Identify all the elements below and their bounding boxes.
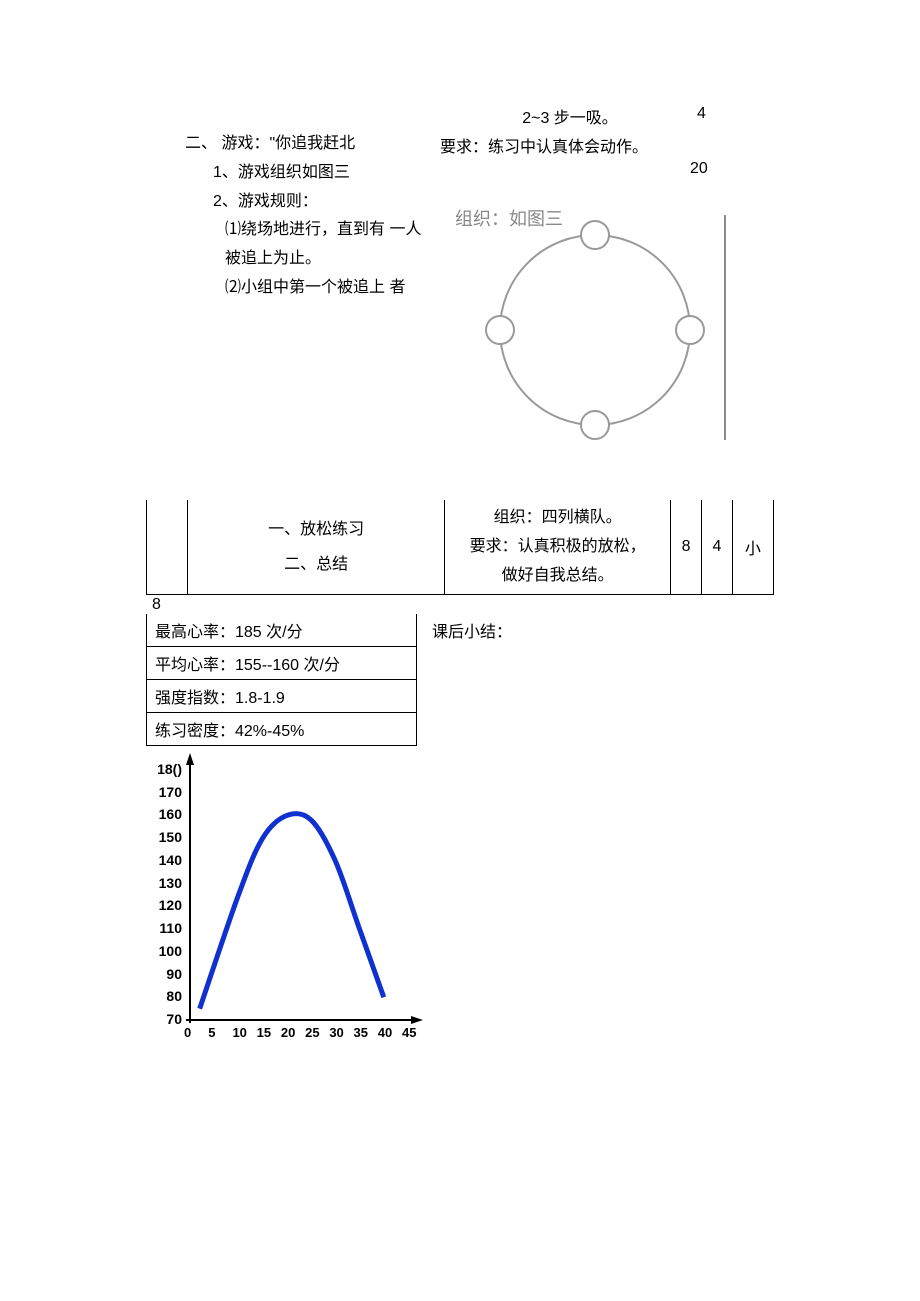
row-number-8: 8 [152, 596, 161, 614]
small-circle-left [486, 316, 514, 344]
y-tick-label: 170 [152, 784, 182, 800]
x-tick-label: 5 [208, 1025, 215, 1040]
game-org: 1、游戏组织如图三 [185, 159, 425, 188]
y-tick-label: 150 [152, 829, 182, 845]
number-20: 20 [690, 160, 708, 178]
max-heart-rate: 最高心率：185 次/分 [147, 614, 417, 647]
y-axis-arrow [186, 753, 194, 765]
table-row: 最高心率：185 次/分 [147, 614, 417, 647]
org-requirement: 要求：认真积极的放松， [451, 533, 664, 562]
table-row: 强度指数：1.8-1.9 [147, 680, 417, 713]
small-circle-bottom [581, 411, 609, 439]
chart-svg [148, 725, 428, 1055]
mid-table: 一、放松练习 二、总结 组织：四列横队。 要求：认真积极的放松， 做好自我总结。… [146, 500, 774, 595]
breathing-note: 2~3 步一吸。 [440, 105, 700, 134]
requirement-text: 要求：练习中认真体会动作。 [440, 134, 700, 163]
x-tick-label: 0 [184, 1025, 191, 1040]
y-tick-label: 100 [152, 943, 182, 959]
summary-label: 二、总结 [194, 547, 438, 582]
table-row: 平均心率：155--160 次/分 [147, 647, 417, 680]
x-tick-label: 15 [257, 1025, 271, 1040]
x-tick-label: 35 [354, 1025, 368, 1040]
game-rules-label: 2、游戏规则： [185, 188, 425, 217]
y-tick-label: 120 [152, 897, 182, 913]
y-tick-label: 90 [152, 966, 182, 982]
game-title: 二、 游戏："你追我赶北 [185, 130, 425, 159]
org-self-summary: 做好自我总结。 [451, 562, 664, 591]
col-size-small: 小 [732, 500, 773, 595]
heart-rate-chart: 18() 170 160 150 140 130 120 110 100 90 80 70 0 5 10 1… [148, 725, 428, 1055]
y-tick-label: 70 [152, 1011, 182, 1027]
relax-practice: 一、放松练习 [194, 512, 438, 547]
x-tick-label: 10 [232, 1025, 246, 1040]
org-formation: 组织：四列横队。 [451, 504, 664, 533]
table-row: 一、放松练习 二、总结 组织：四列横队。 要求：认真积极的放松， 做好自我总结。… [147, 500, 774, 595]
col-num-8: 8 [671, 500, 702, 595]
y-tick-label: 110 [152, 920, 182, 936]
y-tick-label: 18() [152, 761, 182, 777]
upper-right-text: 2~3 步一吸。 要求：练习中认真体会动作。 [440, 105, 700, 163]
col-num-4: 4 [702, 500, 733, 595]
heart-rate-curve [200, 814, 384, 1009]
small-circle-right [676, 316, 704, 344]
intensity-index: 强度指数：1.8-1.9 [147, 680, 417, 713]
x-tick-label: 20 [281, 1025, 295, 1040]
small-circle-top [581, 221, 609, 249]
col-index [147, 500, 188, 595]
x-tick-label: 30 [329, 1025, 343, 1040]
y-tick-label: 140 [152, 852, 182, 868]
circle-diagram-svg [455, 205, 745, 445]
post-class-summary-label: 课后小结： [432, 618, 512, 642]
y-tick-label: 160 [152, 806, 182, 822]
circle-diagram: 组织：如图三 [455, 205, 745, 445]
col-content: 一、放松练习 二、总结 [188, 500, 445, 595]
x-tick-label: 45 [402, 1025, 416, 1040]
x-axis-arrow [411, 1016, 423, 1024]
diagram-label: 组织：如图三 [455, 205, 563, 231]
y-tick-label: 130 [152, 875, 182, 891]
upper-left-text: 二、 游戏："你追我赶北 1、游戏组织如图三 2、游戏规则： ⑴绕场地进行，直到… [185, 130, 425, 303]
rule-2: ⑵小组中第一个被追上 者 [185, 274, 425, 303]
avg-heart-rate: 平均心率：155--160 次/分 [147, 647, 417, 680]
col-organization: 组织：四列横队。 要求：认真积极的放松， 做好自我总结。 [445, 500, 671, 595]
x-tick-label: 25 [305, 1025, 319, 1040]
x-tick-label: 40 [378, 1025, 392, 1040]
rule-1: ⑴绕场地进行，直到有 一人被追上为止。 [185, 216, 425, 274]
big-circle [500, 235, 690, 425]
y-tick-label: 80 [152, 988, 182, 1004]
number-4: 4 [697, 105, 706, 123]
